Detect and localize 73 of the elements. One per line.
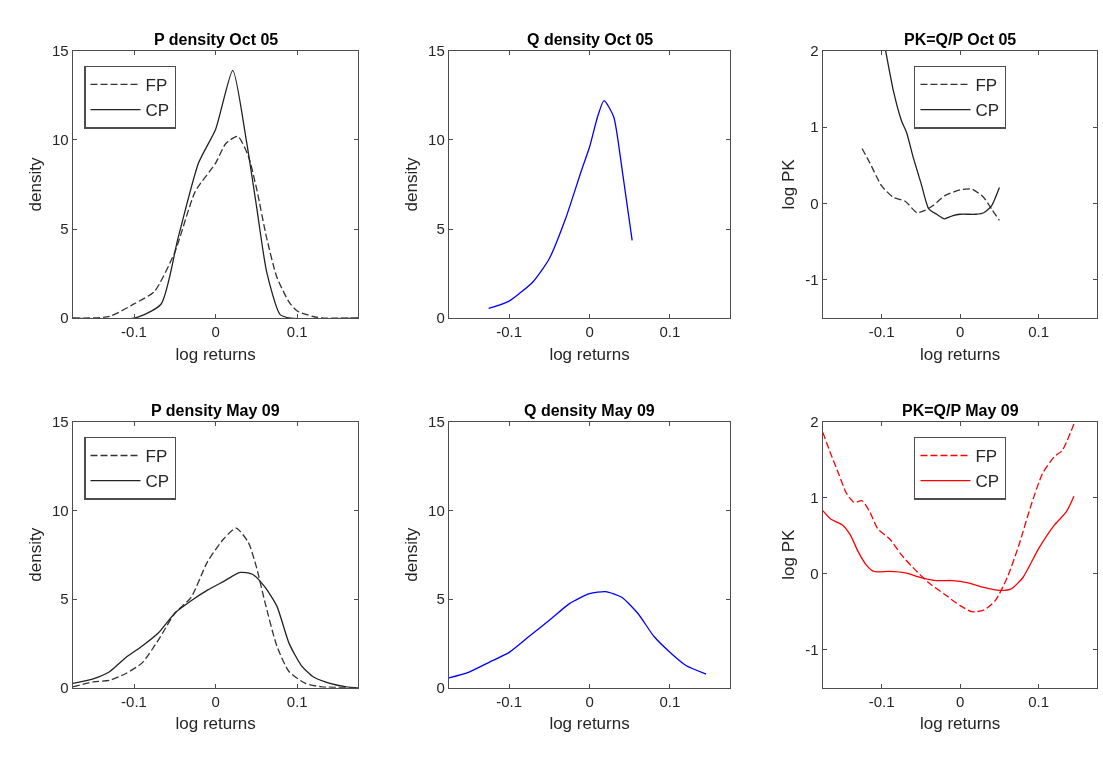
chart-title: P density May 09 [151,402,280,419]
line-series [884,50,1001,220]
y-tick-label: 15 [428,41,445,59]
x-tick-label: 0 [211,323,220,341]
x-tick-label: -0.1 [868,692,895,710]
y-tick-label: 1 [810,488,819,506]
legend-label: FP [145,76,168,96]
x-tick-label: 0.1 [659,323,681,341]
legend-label: FP [975,447,998,467]
x-tick-label: 0.1 [286,323,308,341]
y-tick-label: 5 [436,220,445,238]
y-axis-title: density [401,527,421,582]
x-tick-label: 0 [585,323,594,341]
y-tick-label: 0 [60,309,69,327]
x-tick-label: 0.1 [1028,692,1050,710]
x-tick-label: -0.1 [868,323,895,341]
y-tick-label: 5 [60,590,69,608]
y-tick-label: 15 [428,412,445,430]
y-tick-label: 1 [810,118,819,136]
y-tick-label: 10 [428,501,445,519]
y-axis-title: density [25,157,45,212]
x-axis-title: log returns [175,714,256,734]
y-tick-label: 2 [810,41,819,59]
y-tick-label: 5 [60,220,69,238]
y-tick-label: 0 [810,194,819,212]
legend-label: CP [145,472,170,492]
chart-title: P density Oct 05 [154,31,279,48]
y-tick-label: 0 [810,564,819,582]
line-series [861,147,1001,222]
legend-label: FP [145,447,168,467]
legend-label: FP [975,76,998,96]
x-tick-label: 0.1 [286,692,308,710]
y-tick-label: 0 [60,678,69,696]
x-tick-label: 0 [585,692,594,710]
x-tick-label: -0.1 [496,692,523,710]
y-tick-label: 10 [51,131,69,149]
y-tick-label: -1 [805,271,819,289]
line-series [822,423,1075,613]
line-series [448,590,707,679]
y-tick-label: 2 [810,412,819,430]
x-tick-label: 0 [955,323,965,341]
chart-title: PK=Q/P Oct 05 [904,31,1017,48]
legend-label: CP [145,101,170,121]
chart-title: PK=Q/P May 09 [902,402,1019,419]
y-tick-label: 15 [51,412,69,430]
y-axis-title: log PK [778,158,798,210]
x-axis-title: log returns [920,344,1001,364]
y-axis-title: density [401,157,421,212]
legend-label: CP [975,472,1000,492]
y-tick-label: -1 [805,640,819,658]
legend-label: CP [975,101,1000,121]
y-tick-label: 0 [436,309,445,327]
y-tick-label: 15 [51,41,69,59]
y-tick-label: 10 [428,131,445,149]
chart-title: Q density May 09 [524,402,655,419]
line-series [488,99,633,310]
x-axis-title: log returns [549,714,630,734]
chart-title: Q density Oct 05 [527,31,654,48]
y-axis-title: log PK [778,529,798,580]
x-tick-label: -0.1 [496,323,523,341]
x-tick-label: 0.1 [659,692,681,710]
x-tick-label: 0 [955,692,965,710]
x-tick-label: -0.1 [121,692,147,710]
x-tick-label: -0.1 [121,323,147,341]
x-axis-title: log returns [175,344,256,364]
y-tick-label: 0 [436,678,445,696]
y-axis-title: density [25,527,45,582]
y-tick-label: 10 [51,501,69,519]
x-axis-title: log returns [920,714,1001,734]
x-tick-label: 0 [211,692,220,710]
x-axis-title: log returns [549,344,630,364]
y-tick-label: 5 [436,590,445,608]
x-tick-label: 0.1 [1028,323,1050,341]
